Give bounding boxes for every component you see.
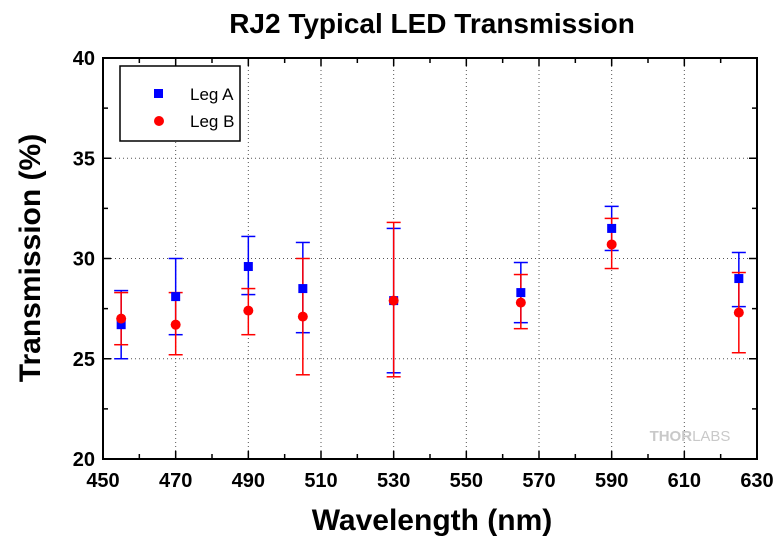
x-tick-label: 590 [595, 470, 628, 492]
axis-tick-labels: 450 470 490 510 530 550 570 590 610 630 20 25 30 35 40 [73, 48, 774, 492]
y-tick-label: 25 [73, 349, 95, 371]
data-point [171, 292, 181, 302]
legend-marker-leg-a [154, 89, 163, 98]
y-tick-label: 35 [73, 148, 95, 170]
thorlabs-watermark: THORLABS [650, 428, 731, 445]
data-point [734, 274, 744, 284]
data-point [170, 319, 181, 330]
chart-title: RJ2 Typical LED Transmission [229, 8, 635, 39]
data-point [116, 320, 126, 330]
markers-leg-b [116, 239, 744, 330]
data-point [297, 311, 308, 322]
markers-leg-a [116, 223, 744, 330]
legend-marker-leg-b [154, 116, 164, 126]
x-tick-label: 550 [450, 470, 483, 492]
x-axis-label: Wavelength (nm) [312, 504, 553, 537]
data-point [515, 297, 526, 308]
legend-box [119, 65, 241, 142]
y-axis-label: Transmission (%) [14, 134, 47, 382]
data-point [116, 313, 127, 324]
y-tick-label: 30 [73, 249, 95, 271]
x-tick-label: 630 [740, 470, 773, 492]
data-point [607, 223, 617, 233]
x-tick-label: 530 [377, 470, 410, 492]
data-point [243, 305, 254, 316]
watermark-suffix: LABS [692, 428, 730, 445]
series-leg-a [114, 205, 746, 374]
data-point [516, 288, 526, 298]
x-tick-label: 610 [668, 470, 701, 492]
y-tick-label: 40 [73, 48, 95, 70]
y-tick-label: 20 [73, 449, 95, 471]
data-point [733, 307, 744, 318]
legend: Leg A Leg B [119, 65, 241, 142]
x-tick-label: 470 [159, 470, 192, 492]
x-tick-label: 570 [522, 470, 555, 492]
series-layer [114, 205, 746, 378]
legend-label-leg-b: Leg B [190, 112, 234, 131]
data-point [388, 295, 399, 306]
data-point [298, 284, 308, 294]
x-tick-label: 450 [86, 470, 119, 492]
series-leg-b [114, 217, 746, 378]
data-point [606, 239, 617, 250]
x-tick-label: 510 [304, 470, 337, 492]
data-point [243, 262, 253, 272]
watermark-prefix: THOR [650, 428, 693, 445]
x-tick-label: 490 [232, 470, 265, 492]
svg-text:THORLABS: THORLABS [650, 428, 731, 445]
axis-ticks [102, 57, 758, 460]
legend-label-leg-a: Leg A [190, 85, 234, 104]
